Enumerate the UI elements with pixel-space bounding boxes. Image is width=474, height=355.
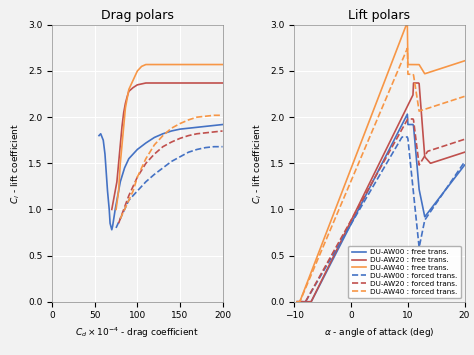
DU-AW00 : free trans.: (8.06, 1.81): free trans.: (8.06, 1.81) bbox=[394, 133, 400, 137]
DU-AW20 : forced trans.: (17.3, 1.71): forced trans.: (17.3, 1.71) bbox=[447, 142, 452, 146]
Line: DU-AW00 : forced trans.: DU-AW00 : forced trans. bbox=[297, 137, 465, 302]
X-axis label: $C_d \times 10^{-4}$ - drag coefficient: $C_d \times 10^{-4}$ - drag coefficient bbox=[75, 326, 200, 340]
DU-AW40 : free trans.: (9.94, 3.03): free trans.: (9.94, 3.03) bbox=[404, 20, 410, 24]
DU-AW40 : free trans.: (-9.5, 0): free trans.: (-9.5, 0) bbox=[294, 300, 300, 304]
DU-AW20 : forced trans.: (-9.4, 0): forced trans.: (-9.4, 0) bbox=[295, 300, 301, 304]
Line: DU-AW40 : free trans.: DU-AW40 : free trans. bbox=[297, 22, 465, 302]
DU-AW20 : free trans.: (20, 1.62): free trans.: (20, 1.62) bbox=[462, 150, 467, 154]
DU-AW40 : free trans.: (15.5, 2.52): free trans.: (15.5, 2.52) bbox=[436, 67, 442, 71]
Y-axis label: $C_l$ - lift coefficient: $C_l$ - lift coefficient bbox=[252, 123, 264, 204]
DU-AW40 : forced trans.: (-9.5, 0): forced trans.: (-9.5, 0) bbox=[294, 300, 300, 304]
DU-AW00 : forced trans.: (9.05, 1.78): forced trans.: (9.05, 1.78) bbox=[400, 135, 405, 139]
Y-axis label: $C_l$ - lift coefficient: $C_l$ - lift coefficient bbox=[10, 123, 22, 204]
DU-AW40 : free trans.: (8.06, 2.73): free trans.: (8.06, 2.73) bbox=[394, 48, 400, 52]
DU-AW20 : forced trans.: (8.56, 1.82): forced trans.: (8.56, 1.82) bbox=[397, 132, 402, 136]
DU-AW00 : free trans.: (20, 1.48): free trans.: (20, 1.48) bbox=[462, 163, 467, 167]
DU-AW00 : free trans.: (9.94, 2.03): free trans.: (9.94, 2.03) bbox=[404, 112, 410, 116]
DU-AW00 : free trans.: (-9.5, 0): free trans.: (-9.5, 0) bbox=[294, 300, 300, 304]
DU-AW00 : free trans.: (17.3, 1.27): free trans.: (17.3, 1.27) bbox=[447, 183, 452, 187]
DU-AW40 : forced trans.: (20, 2.23): forced trans.: (20, 2.23) bbox=[462, 94, 467, 98]
DU-AW40 : forced trans.: (8.06, 2.47): forced trans.: (8.06, 2.47) bbox=[394, 71, 400, 76]
DU-AW20 : free trans.: (17.3, 1.57): free trans.: (17.3, 1.57) bbox=[447, 155, 452, 159]
DU-AW40 : forced trans.: (15.5, 2.13): forced trans.: (15.5, 2.13) bbox=[436, 103, 442, 107]
DU-AW40 : forced trans.: (17.3, 2.17): forced trans.: (17.3, 2.17) bbox=[447, 99, 452, 103]
DU-AW00 : free trans.: (7.96, 1.8): free trans.: (7.96, 1.8) bbox=[393, 134, 399, 138]
Title: Lift polars: Lift polars bbox=[348, 9, 410, 22]
DU-AW00 : free trans.: (15.5, 1.12): free trans.: (15.5, 1.12) bbox=[436, 197, 442, 201]
Line: DU-AW20 : free trans.: DU-AW20 : free trans. bbox=[297, 83, 465, 302]
DU-AW40 : free trans.: (-9.4, 0): free trans.: (-9.4, 0) bbox=[295, 300, 301, 304]
Legend: DU-AW00 : free trans., DU-AW20 : free trans., DU-AW40 : free trans., DU-AW00 : f: DU-AW00 : free trans., DU-AW20 : free tr… bbox=[348, 246, 461, 298]
DU-AW20 : forced trans.: (10, 1.98): forced trans.: (10, 1.98) bbox=[405, 117, 411, 121]
DU-AW40 : free trans.: (17.3, 2.56): free trans.: (17.3, 2.56) bbox=[447, 64, 452, 68]
DU-AW20 : forced trans.: (8.06, 1.77): forced trans.: (8.06, 1.77) bbox=[394, 137, 400, 141]
DU-AW20 : forced trans.: (7.96, 1.76): forced trans.: (7.96, 1.76) bbox=[393, 137, 399, 142]
Title: Drag polars: Drag polars bbox=[101, 9, 174, 22]
DU-AW20 : free trans.: (-9.4, 0): free trans.: (-9.4, 0) bbox=[295, 300, 301, 304]
Line: DU-AW20 : forced trans.: DU-AW20 : forced trans. bbox=[297, 119, 465, 302]
DU-AW20 : forced trans.: (20, 1.76): forced trans.: (20, 1.76) bbox=[462, 137, 467, 141]
DU-AW20 : forced trans.: (15.5, 1.67): forced trans.: (15.5, 1.67) bbox=[436, 146, 442, 150]
DU-AW00 : forced trans.: (-9.4, 0): forced trans.: (-9.4, 0) bbox=[295, 300, 301, 304]
DU-AW00 : forced trans.: (-9.5, 0): forced trans.: (-9.5, 0) bbox=[294, 300, 300, 304]
DU-AW00 : forced trans.: (8.56, 1.74): forced trans.: (8.56, 1.74) bbox=[397, 139, 402, 143]
DU-AW40 : free trans.: (8.56, 2.81): free trans.: (8.56, 2.81) bbox=[397, 40, 402, 45]
DU-AW00 : forced trans.: (17.3, 1.28): forced trans.: (17.3, 1.28) bbox=[447, 182, 452, 186]
DU-AW20 : free trans.: (7.96, 1.87): free trans.: (7.96, 1.87) bbox=[393, 127, 399, 131]
Line: DU-AW00 : free trans.: DU-AW00 : free trans. bbox=[297, 114, 465, 302]
DU-AW40 : free trans.: (20, 2.61): free trans.: (20, 2.61) bbox=[462, 59, 467, 63]
Line: DU-AW40 : forced trans.: DU-AW40 : forced trans. bbox=[297, 48, 465, 302]
DU-AW00 : free trans.: (-9.4, 0): free trans.: (-9.4, 0) bbox=[295, 300, 301, 304]
DU-AW40 : forced trans.: (8.56, 2.55): forced trans.: (8.56, 2.55) bbox=[397, 65, 402, 69]
DU-AW00 : forced trans.: (8.06, 1.69): forced trans.: (8.06, 1.69) bbox=[394, 144, 400, 148]
DU-AW20 : free trans.: (15.5, 1.53): free trans.: (15.5, 1.53) bbox=[436, 158, 442, 163]
DU-AW00 : forced trans.: (7.96, 1.68): forced trans.: (7.96, 1.68) bbox=[393, 145, 399, 149]
DU-AW40 : free trans.: (7.96, 2.71): free trans.: (7.96, 2.71) bbox=[393, 49, 399, 53]
DU-AW00 : forced trans.: (15.5, 1.11): forced trans.: (15.5, 1.11) bbox=[436, 197, 442, 202]
DU-AW20 : free trans.: (8.06, 1.88): free trans.: (8.06, 1.88) bbox=[394, 126, 400, 130]
DU-AW20 : forced trans.: (-9.5, 0): forced trans.: (-9.5, 0) bbox=[294, 300, 300, 304]
DU-AW40 : forced trans.: (7.96, 2.46): forced trans.: (7.96, 2.46) bbox=[393, 72, 399, 77]
DU-AW00 : forced trans.: (20, 1.52): forced trans.: (20, 1.52) bbox=[462, 160, 467, 164]
DU-AW20 : free trans.: (11, 2.37): free trans.: (11, 2.37) bbox=[410, 81, 416, 85]
DU-AW20 : free trans.: (8.56, 1.94): free trans.: (8.56, 1.94) bbox=[397, 120, 402, 124]
X-axis label: $\alpha$ - angle of attack (deg): $\alpha$ - angle of attack (deg) bbox=[324, 326, 435, 339]
DU-AW40 : forced trans.: (9.94, 2.75): forced trans.: (9.94, 2.75) bbox=[404, 46, 410, 50]
DU-AW20 : free trans.: (-9.5, 0): free trans.: (-9.5, 0) bbox=[294, 300, 300, 304]
DU-AW40 : forced trans.: (-9.4, 0): forced trans.: (-9.4, 0) bbox=[295, 300, 301, 304]
DU-AW00 : free trans.: (8.56, 1.87): free trans.: (8.56, 1.87) bbox=[397, 127, 402, 132]
